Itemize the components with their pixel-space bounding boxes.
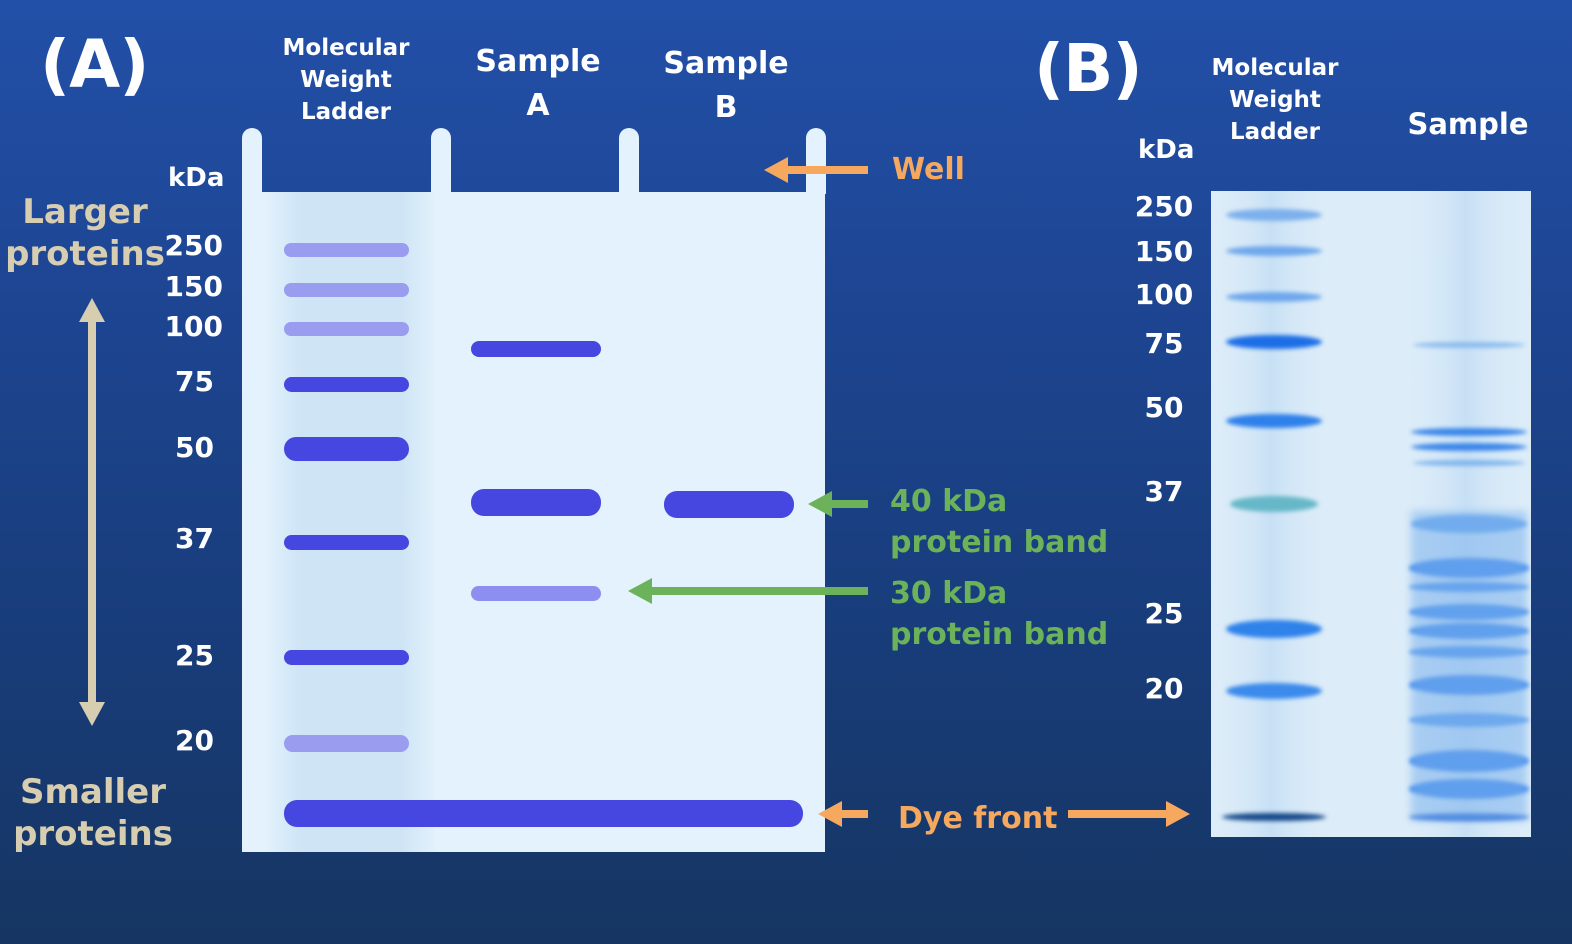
panel-a-label: (A) [40, 26, 149, 103]
ladder-b-band [1226, 292, 1322, 302]
ladder-header-line: Molecular [1211, 55, 1339, 81]
larger-proteins-line: Larger [22, 192, 148, 232]
dye-front-label: Dye front [898, 801, 1058, 836]
ladder-header-line: Molecular [282, 35, 410, 61]
mw-b-label-25: 25 [1144, 597, 1184, 630]
well-divider [431, 128, 451, 194]
ladder-band-37 [284, 535, 409, 550]
smaller-proteins-label: Smaller proteins [8, 771, 178, 855]
mw-b-label-150: 150 [1134, 235, 1194, 268]
ladder-band-100 [284, 322, 409, 336]
kda-unit-a: kDa [168, 163, 225, 193]
sample-a-band-high [471, 341, 601, 357]
mw-label-50: 50 [175, 431, 214, 464]
sample-b-band [1411, 428, 1527, 436]
mw-b-label-75: 75 [1144, 327, 1184, 360]
smaller-proteins-line: Smaller [20, 772, 166, 812]
mw-label-37: 37 [175, 522, 214, 555]
ladder-b-band [1226, 209, 1322, 221]
ladder-header-line: Weight [1229, 87, 1321, 113]
ladder-band-75 [284, 377, 409, 392]
mw-label-250: 250 [164, 229, 223, 262]
band-30-label: 30 kDa protein band [890, 573, 1108, 655]
sample-a-band-40kda [471, 489, 601, 516]
dye-front-band [284, 800, 803, 827]
band-40-line: protein band [890, 525, 1109, 560]
ladder-band-150 [284, 283, 409, 297]
ladder-header-line: Ladder [300, 99, 392, 125]
ladder-band-25 [284, 650, 409, 665]
smaller-proteins-line: proteins [13, 814, 173, 854]
mw-label-150: 150 [164, 270, 223, 303]
size-axis-arrow [79, 298, 105, 726]
ladder-b-band [1226, 414, 1322, 428]
mw-label-25: 25 [175, 639, 214, 672]
ladder-b-band [1222, 813, 1326, 821]
well-divider [806, 128, 826, 194]
ladder-b-band [1226, 620, 1322, 638]
gel-b-bands [1211, 191, 1531, 837]
sample-b-band [1413, 460, 1525, 466]
well-divider [619, 128, 639, 194]
ladder-b-band [1226, 335, 1322, 349]
gel-b-photo [1211, 191, 1531, 837]
mw-label-75: 75 [175, 365, 214, 398]
ladder-b-band [1230, 496, 1318, 512]
dye-front-arrow-a [818, 801, 868, 827]
band-40-label: 40 kDa protein band [890, 481, 1108, 563]
band-40-line: 40 kDa [890, 484, 1008, 519]
larger-proteins-line: proteins [5, 234, 165, 274]
kda-unit-b: kDa [1138, 135, 1195, 165]
ladder-b-band [1226, 683, 1322, 699]
larger-proteins-label: Larger proteins [0, 191, 170, 275]
sample-b-header: Sample B [646, 42, 806, 130]
mw-b-label-20: 20 [1144, 672, 1184, 705]
sample-b-band [1413, 342, 1525, 348]
sample-b-header-line: Sample [663, 46, 789, 81]
panel-b-label: (B) [1034, 30, 1143, 107]
ladder-header-a: Molecular Weight Ladder [266, 32, 426, 128]
ladder-band-250 [284, 243, 409, 257]
sample-a-header-line: Sample [475, 44, 601, 79]
band-30-line: protein band [890, 617, 1109, 652]
ladder-header-b: Molecular Weight Ladder [1195, 52, 1355, 148]
sample-b-smear [1411, 511, 1527, 821]
sample-a-header-line: A [526, 88, 550, 123]
mw-b-label-37: 37 [1144, 475, 1184, 508]
ladder-band-50 [284, 437, 409, 461]
band-30-line: 30 kDa [890, 576, 1008, 611]
mw-label-100: 100 [164, 310, 223, 343]
ladder-b-band [1226, 246, 1322, 256]
ladder-header-line: Ladder [1229, 119, 1321, 145]
sample-header-b: Sample [1407, 107, 1529, 141]
band-40-arrow [808, 491, 868, 517]
mw-label-20: 20 [175, 724, 214, 757]
sample-b-band [1411, 443, 1527, 451]
sample-b-header-line: B [714, 90, 738, 125]
sample-a-band-30kda [471, 586, 601, 601]
sample-a-header: Sample A [458, 40, 618, 128]
dye-front-arrow-b [1068, 801, 1190, 827]
mw-b-label-100: 100 [1134, 278, 1194, 311]
ladder-band-20 [284, 735, 409, 752]
mw-b-label-250: 250 [1134, 190, 1194, 223]
ladder-header-line: Weight [300, 67, 392, 93]
well-arrow [764, 157, 868, 183]
mw-b-label-50: 50 [1144, 391, 1184, 424]
well-label: Well [892, 152, 965, 187]
sample-b-band-40kda [664, 491, 794, 518]
well-divider [242, 128, 262, 194]
band-30-arrow [628, 578, 868, 604]
